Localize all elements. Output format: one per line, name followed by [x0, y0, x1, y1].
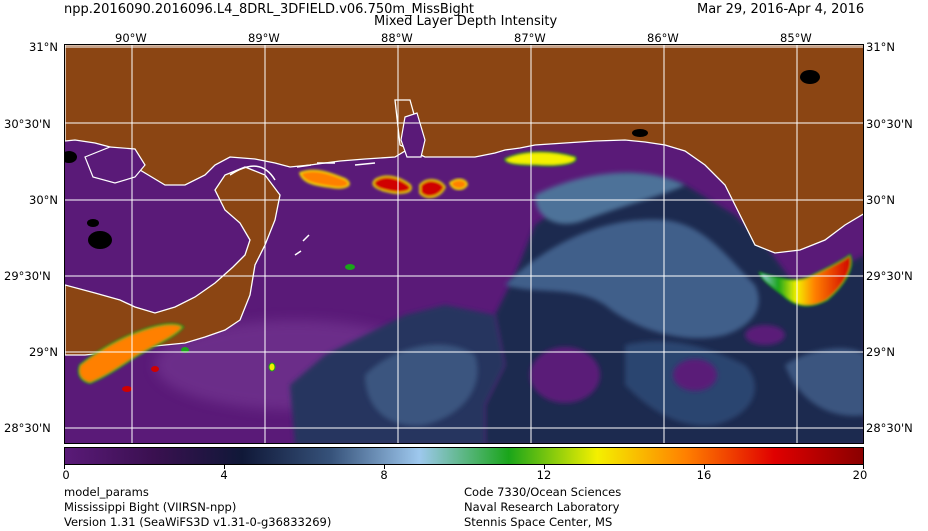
- shelf-front-feature: [535, 172, 685, 224]
- purple-patch: [530, 347, 600, 403]
- lat-label-right: 30°30'N: [866, 117, 913, 131]
- lat-label-right: 29°N: [866, 345, 895, 359]
- lat-label-right: 29°30'N: [866, 269, 913, 283]
- colorbar-label: 4: [220, 468, 228, 482]
- purple-patch: [745, 325, 785, 345]
- hotspot: [449, 178, 468, 190]
- lat-label-left: 30°30'N: [4, 117, 51, 131]
- eddy-feature-west: [365, 344, 478, 426]
- colorbar-label: 16: [696, 468, 712, 482]
- eddy-feature-east: [785, 348, 863, 416]
- footer-line: Naval Research Laboratory: [464, 500, 620, 514]
- footer-line: model_params: [64, 485, 149, 499]
- lon-label-top: 90°W: [115, 31, 147, 45]
- hotspot: [372, 175, 412, 194]
- barrier-islands: [229, 165, 276, 181]
- inland-lake: [88, 231, 112, 249]
- colorbar-label: 12: [536, 468, 552, 482]
- lat-label-left: 29°N: [29, 345, 58, 359]
- footer-left: model_params Mississippi Bight (VIIRSN-n…: [64, 485, 331, 530]
- inland-lake: [800, 70, 820, 84]
- hotspot: [299, 169, 350, 189]
- colorbar-label: 0: [62, 468, 70, 482]
- hotspot: [345, 264, 355, 270]
- footer-line: Code 7330/Ocean Sciences: [464, 485, 622, 499]
- lat-label-left: 28°30'N: [4, 421, 51, 435]
- map-canvas: [65, 45, 863, 443]
- footer-line: Version 1.31 (SeaWiFS3D v1.31-0-g3683326…: [64, 515, 332, 529]
- mobile-bay: [400, 112, 426, 158]
- hotspot: [504, 151, 577, 167]
- hotspot: [77, 323, 185, 385]
- graticule: [65, 45, 863, 443]
- inland-lake: [632, 129, 648, 137]
- lat-label-right: 31°N: [866, 40, 895, 54]
- hotspot: [419, 179, 446, 198]
- footer-line: Stennis Space Center, MS: [464, 515, 613, 529]
- lat-label-left: 30°N: [29, 193, 58, 207]
- lat-label-right: 30°N: [866, 193, 895, 207]
- hotspot: [122, 386, 132, 392]
- map-title: Mixed Layer Depth Intensity: [374, 14, 558, 29]
- colorbar: [64, 447, 864, 465]
- hotspot: [268, 362, 276, 372]
- eddy-feature: [505, 219, 759, 339]
- lat-label-left: 29°30'N: [4, 269, 51, 283]
- colorbar-label: 8: [380, 468, 388, 482]
- barrier-islands: [294, 234, 310, 256]
- lat-label-right: 28°30'N: [866, 421, 913, 435]
- footer-right: Code 7330/Ocean Sciences Naval Research …: [464, 485, 621, 530]
- barrier-islands: [296, 162, 376, 168]
- lon-label-top: 89°W: [248, 31, 280, 45]
- product-filename: npp.2016090.2016096.L4_8DRL_3DFIELD.v06.…: [64, 2, 475, 17]
- date-range: Mar 29, 2016-Apr 4, 2016: [697, 2, 865, 17]
- colorbar-label: 20: [852, 468, 868, 482]
- hotspot: [151, 366, 159, 372]
- inland-lake: [65, 151, 77, 163]
- purple-patch: [673, 359, 717, 391]
- lon-label-top: 85°W: [780, 31, 812, 45]
- map-panel: [64, 44, 864, 444]
- lon-label-top: 88°W: [381, 31, 413, 45]
- footer-line: Mississippi Bight (VIIRSN-npp): [64, 500, 237, 514]
- lon-label-top: 87°W: [514, 31, 546, 45]
- inland-lake: [87, 219, 99, 227]
- lat-label-left: 31°N: [29, 40, 58, 54]
- lon-label-top: 86°W: [647, 31, 679, 45]
- lake-pontchartrain: [84, 146, 146, 184]
